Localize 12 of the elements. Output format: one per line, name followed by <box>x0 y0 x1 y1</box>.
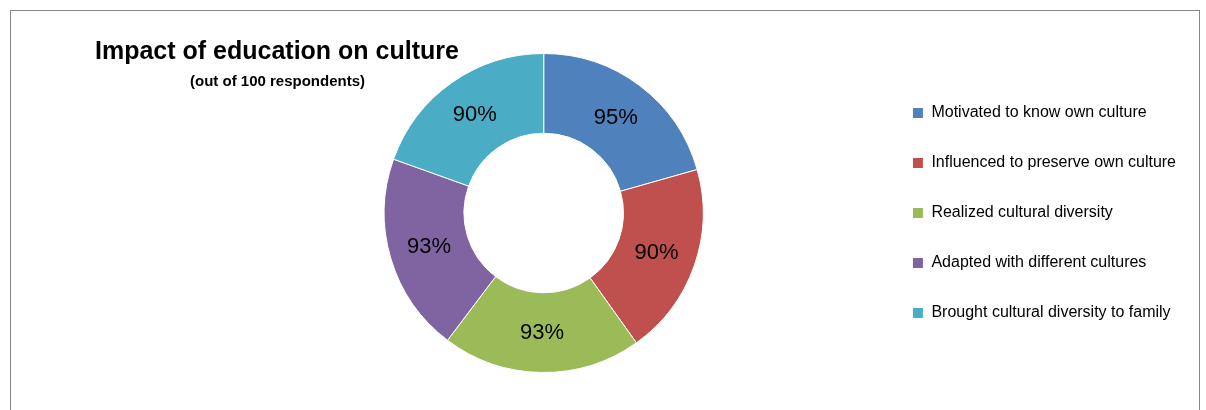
text: (out of 100 respondents) <box>190 72 366 89</box>
legend-label: Realized cultural diversity <box>931 203 1113 221</box>
legend-label: Influenced to preserve own culture <box>931 153 1177 171</box>
data-label: 93% <box>520 318 565 344</box>
chart-title: Impact of education on culture <box>95 36 459 65</box>
data-label: 90% <box>452 101 497 127</box>
data-label: 95% <box>593 103 638 129</box>
legend-label: Adapted with different cultures <box>931 253 1147 271</box>
data-label: 90% <box>634 238 679 264</box>
data-label: 93% <box>407 233 452 259</box>
legend-label: Motivated to know own culture <box>931 103 1147 121</box>
legend-label: Brought cultural diversity to family <box>931 303 1171 321</box>
